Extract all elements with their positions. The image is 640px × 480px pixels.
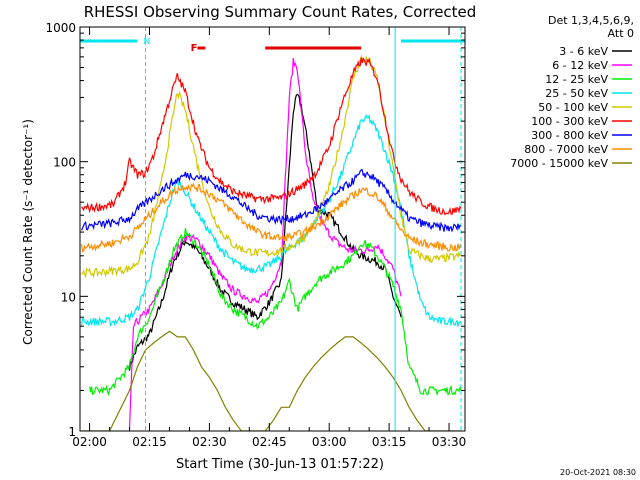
chart-title: RHESSI Observing Summary Count Rates, Co… [84,3,477,21]
x-tick-label-2: 02:30 [192,435,227,449]
y-tick-label-0: 1 [68,425,76,439]
axes: 02:00 02:15 02:30 02:45 03:00 03:15 03:30 1 10 10… [45,21,466,449]
legend-label-2: 12 - 25 keV [545,73,608,86]
timestamp: 20-Oct-2021 08:30 [560,468,636,477]
legend-label-1: 6 - 12 keV [552,59,608,72]
legend-header-line2: Att 0 [608,27,634,40]
series-line-5 [81,56,462,216]
series-group: FN [80,27,465,431]
y-tick-label-1: 10 [61,290,76,304]
y-tick-label-2: 100 [53,156,76,170]
legend-label-7: 800 - 7000 keV [524,143,608,156]
y-tick-label-3: 1000 [45,21,76,35]
series-line-4 [81,54,462,279]
series-line-2 [89,228,462,397]
series-line-8 [81,330,461,431]
x-tick-label-3: 02:45 [252,435,287,449]
flare-label: F [191,43,198,54]
plot-area: FN [80,27,465,431]
x-axis-label: Start Time (30-Jun-13 01:57:22) [176,457,384,472]
x-tick-label-6: 03:30 [432,435,467,449]
x-tick-label-0: 02:00 [72,435,107,449]
legend-label-3: 25 - 50 keV [545,87,608,100]
series-line-6 [81,169,462,233]
legend-label-8: 7000 - 15000 keV [510,157,608,170]
x-tick-label-4: 03:00 [312,435,347,449]
series-line-1 [128,57,402,430]
series-line-7 [81,182,462,253]
legend-label-0: 3 - 6 keV [559,45,608,58]
series-line-3 [81,113,462,328]
y-axis-label: Corrected Count Rate (s⁻¹ detector⁻¹) [21,119,35,345]
x-tick-label-5: 03:15 [372,435,407,449]
legend-label-6: 300 - 800 keV [531,129,608,142]
plot-frame [79,26,466,432]
legend-label-4: 50 - 100 keV [538,101,608,114]
legend-header-line1: Det 1,3,4,5,6,9, [548,14,634,27]
legend-label-5: 100 - 300 keV [531,115,608,128]
x-tick-label-1: 02:15 [132,435,167,449]
night-label: N [144,37,151,47]
